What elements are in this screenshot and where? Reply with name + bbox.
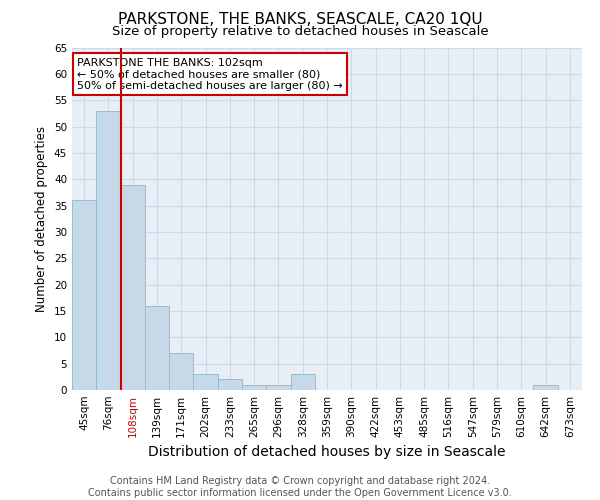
Bar [145,306,169,390]
Bar [169,353,193,390]
Bar [533,384,558,390]
Bar [96,110,121,390]
Text: Size of property relative to detached houses in Seascale: Size of property relative to detached ho… [112,25,488,38]
Y-axis label: Number of detached properties: Number of detached properties [35,126,49,312]
Bar [218,380,242,390]
Text: PARKSTONE, THE BANKS, SEASCALE, CA20 1QU: PARKSTONE, THE BANKS, SEASCALE, CA20 1QU [118,12,482,28]
Bar [242,384,266,390]
Bar [121,184,145,390]
Text: PARKSTONE THE BANKS: 102sqm
← 50% of detached houses are smaller (80)
50% of sem: PARKSTONE THE BANKS: 102sqm ← 50% of det… [77,58,343,91]
Bar [193,374,218,390]
Bar [72,200,96,390]
Bar [290,374,315,390]
Bar [266,384,290,390]
X-axis label: Distribution of detached houses by size in Seascale: Distribution of detached houses by size … [148,446,506,460]
Text: Contains HM Land Registry data © Crown copyright and database right 2024.
Contai: Contains HM Land Registry data © Crown c… [88,476,512,498]
